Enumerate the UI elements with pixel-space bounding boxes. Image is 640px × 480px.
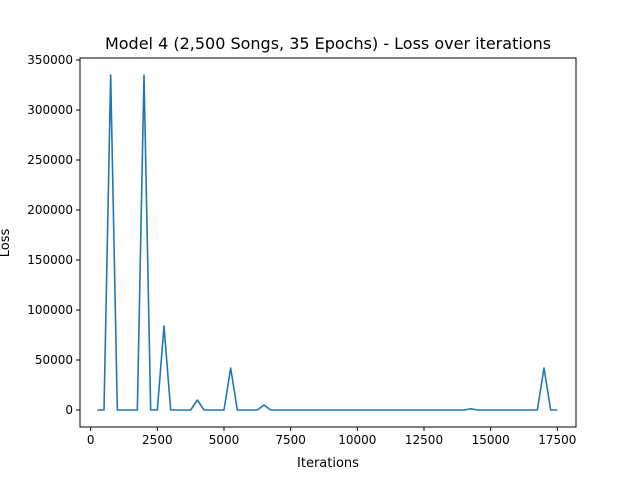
x-tick-label: 12500 bbox=[405, 433, 443, 447]
loss-series-line bbox=[97, 74, 558, 411]
x-axis-label: Iterations bbox=[297, 456, 359, 471]
x-tick-label: 2500 bbox=[142, 433, 173, 447]
x-tick-label: 15000 bbox=[472, 433, 510, 447]
y-tick-label: 300000 bbox=[27, 103, 73, 117]
y-axis-label: Loss bbox=[0, 229, 13, 258]
y-tick-label: 50000 bbox=[35, 353, 73, 367]
plot-area-frame bbox=[79, 57, 577, 428]
y-tick-label: 100000 bbox=[27, 303, 73, 317]
x-tick-label: 17500 bbox=[538, 433, 576, 447]
chart-title: Model 4 (2,500 Songs, 35 Epochs) - Loss … bbox=[105, 34, 551, 53]
y-tick-label: 350000 bbox=[27, 53, 73, 67]
x-axis: 0 2500 5000 7500 10000 12500 15000 17500 bbox=[87, 427, 576, 447]
y-tick-label: 200000 bbox=[27, 203, 73, 217]
y-tick-label: 150000 bbox=[27, 253, 73, 267]
x-tick-label: 5000 bbox=[209, 433, 240, 447]
x-tick-label: 10000 bbox=[338, 433, 376, 447]
x-tick-label: 0 bbox=[87, 433, 95, 447]
y-axis: 0 50000 100000 150000 200000 250000 300000 3500… bbox=[27, 53, 80, 417]
x-tick-label: 7500 bbox=[275, 433, 306, 447]
y-tick-label: 0 bbox=[65, 403, 73, 417]
y-tick-label: 250000 bbox=[27, 153, 73, 167]
